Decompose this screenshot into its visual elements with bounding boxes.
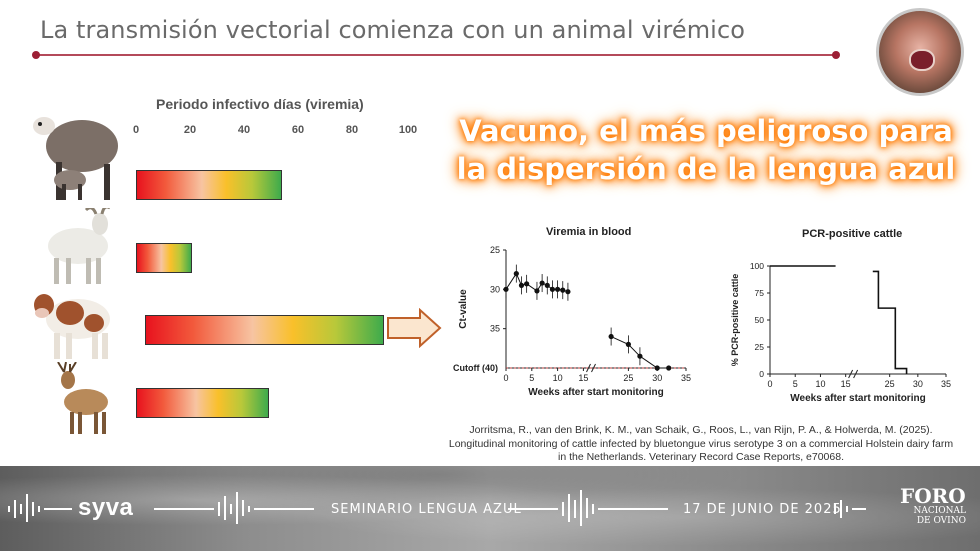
pcr-y-tick-label: 50 <box>755 315 765 325</box>
pcr-x-tick-label: 5 <box>793 379 798 389</box>
pcr-y-tick-label: 100 <box>750 261 764 271</box>
bar-cattle <box>145 315 384 345</box>
viremia-data-point <box>539 280 545 286</box>
viremia-data-point <box>549 286 556 292</box>
viremia-data-point <box>560 287 566 293</box>
bar-chart-title: Periodo infectivo días (viremia) <box>156 96 364 112</box>
bar-deer <box>136 388 269 418</box>
soundwave-icon <box>8 494 72 522</box>
headline-line-2: la dispersión de la lengua azul <box>456 152 956 186</box>
viremia-x-tick-label: 0 <box>503 373 508 383</box>
viremia-data-point <box>544 282 550 288</box>
soundwave-icon <box>834 500 866 518</box>
pcr-y-tick-label: 75 <box>755 288 765 298</box>
viremia-data-point <box>666 365 672 371</box>
pcr-y-label: % PCR-positive cattle <box>730 274 740 367</box>
soundwave-icon <box>154 492 314 524</box>
soundwave-icon <box>508 490 668 526</box>
viremia-data-point <box>534 288 540 294</box>
pcr-x-tick-label: 0 <box>767 379 772 389</box>
viremia-y-tick-label: 25 <box>490 245 500 255</box>
viremia-data-point <box>565 289 571 295</box>
pcr-y-tick-label: 0 <box>759 369 764 379</box>
viremia-data-point <box>637 353 643 359</box>
viremia-y-tick-label: 35 <box>490 324 500 334</box>
pcr-x-label: Weeks after start monitoring <box>790 393 925 404</box>
pcr-y-tick-label: 25 <box>755 342 765 352</box>
viremia-data-point <box>518 282 525 288</box>
bar-tick-100: 100 <box>398 124 418 136</box>
title-divider <box>32 51 840 59</box>
viremia-data-point <box>503 286 509 292</box>
viremia-data-point <box>555 286 561 292</box>
pcr-axis-break <box>848 369 859 379</box>
bar-tick-80: 80 <box>345 124 359 136</box>
viremia-data-point <box>654 365 660 371</box>
pcr-x-tick-label: 10 <box>815 379 825 389</box>
footer-banner: syva SEMINARIO LENGUA AZUL 17 DE JUNIO D… <box>0 466 980 551</box>
viremia-data-point <box>608 333 614 340</box>
event-date: 17 DE JUNIO DE 2025 <box>683 502 842 517</box>
bar-tick-40: 40 <box>237 124 251 136</box>
viremia-axis-break <box>586 363 596 373</box>
seminar-label: SEMINARIO LENGUA AZUL <box>331 502 522 517</box>
slide-title: La transmisión vectorial comienza con un… <box>40 16 746 44</box>
viremia-chart-title: Viremia in blood <box>546 226 632 238</box>
bar-tick-60: 60 <box>291 124 305 136</box>
pcr-x-tick-label: 15 <box>841 379 851 389</box>
viremia-x-tick-label: 10 <box>553 373 563 383</box>
deer-icon <box>57 362 108 434</box>
reference-citation: Jorritsma, R., van den Brink, K. M., van… <box>448 424 954 463</box>
foro-logo-line1: NACIONAL <box>913 506 966 516</box>
pcr-chart: 0 25 50 75 100 0 5 10 15 25 30 35 Weeks after start … <box>730 261 951 404</box>
cow-icon <box>34 294 110 359</box>
syva-logo: syva <box>78 494 134 521</box>
bar-sheep <box>136 170 282 200</box>
sheep-icon <box>33 117 118 200</box>
headline: Vacuno, el más peligroso para la dispers… <box>456 112 956 188</box>
bar-tick-20: 20 <box>183 124 197 136</box>
viremia-x-tick-label: 15 <box>578 373 588 383</box>
viremia-x-label: Weeks after start monitoring <box>528 387 663 398</box>
pcr-x-tick-label: 35 <box>941 379 951 389</box>
foro-logo: FORO NACIONAL DE OVINO <box>870 486 966 526</box>
viremia-x-tick-label: 5 <box>529 373 534 383</box>
foro-logo-line2: DE OVINO <box>916 516 966 526</box>
viremia-y-label: Ct-value <box>458 289 469 329</box>
viremia-x-tick-label: 25 <box>623 373 633 383</box>
pcr-series-line <box>872 270 908 374</box>
viremia-x-tick-label: 30 <box>652 373 662 383</box>
bar-tick-0: 0 <box>132 124 140 136</box>
headline-line-1: Vacuno, el más peligroso para <box>459 114 953 148</box>
foro-logo-title: FORO <box>900 484 966 508</box>
viremia-data-point <box>625 341 631 347</box>
viremia-cutoff-label: Cutoff (40) <box>453 363 498 373</box>
infected-animal-photo <box>876 8 964 96</box>
mouth-lesion <box>909 49 935 71</box>
viremia-chart: Cutoff (40) 25 30 35 0 5 10 15 25 30 35 Weeks after… <box>453 245 691 398</box>
viremia-y-tick-label: 30 <box>490 284 500 294</box>
goat-icon <box>48 208 110 284</box>
viremia-data-point <box>513 271 519 277</box>
pcr-chart-title: PCR-positive cattle <box>802 228 903 240</box>
arrow-right-icon <box>387 308 442 348</box>
viremia-x-tick-label: 35 <box>681 373 691 383</box>
pcr-x-tick-label: 30 <box>913 379 923 389</box>
viremia-data-point <box>524 281 530 287</box>
pcr-x-tick-label: 25 <box>885 379 895 389</box>
bar-goat <box>136 243 192 273</box>
